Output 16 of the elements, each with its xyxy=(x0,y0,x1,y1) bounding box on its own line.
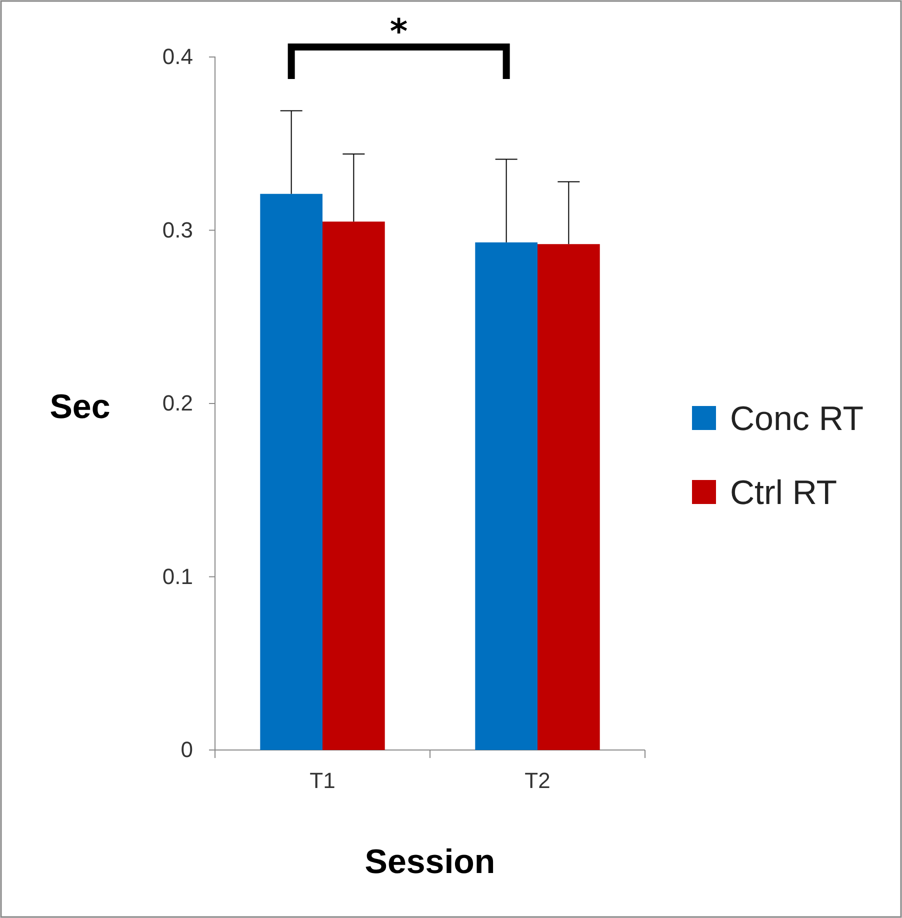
bar xyxy=(260,194,322,750)
x-tick-label: T1 xyxy=(310,768,336,794)
y-tick-label: 0.3 xyxy=(162,217,193,242)
y-tick-label: 0 xyxy=(180,737,193,762)
y-tick-label: 0.1 xyxy=(162,564,193,589)
bar xyxy=(322,222,385,750)
bar xyxy=(475,242,538,750)
legend-label: Conc RT xyxy=(730,400,864,438)
y-tick-label: 0.2 xyxy=(162,390,193,416)
legend-label: Ctrl RT xyxy=(730,474,838,512)
y-tick-label: 0.4 xyxy=(162,44,193,70)
bar xyxy=(538,244,600,750)
y-axis-title: Sec xyxy=(50,388,110,426)
text: * xyxy=(390,12,408,52)
x-axis-title: Session xyxy=(364,843,496,881)
x-tick-label: T2 xyxy=(524,768,550,794)
